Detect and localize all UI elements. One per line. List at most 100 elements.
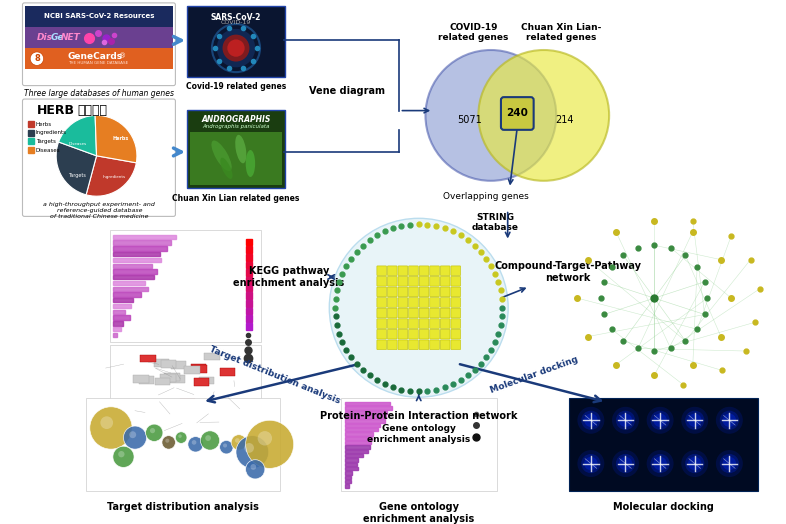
FancyBboxPatch shape: [419, 266, 429, 276]
Circle shape: [90, 407, 132, 449]
Circle shape: [688, 457, 701, 470]
FancyBboxPatch shape: [419, 298, 429, 307]
Bar: [28, 121, 34, 127]
FancyBboxPatch shape: [440, 330, 450, 339]
Circle shape: [722, 413, 736, 427]
Circle shape: [236, 435, 269, 468]
Bar: [345, 476, 351, 479]
Bar: [245, 300, 252, 307]
FancyBboxPatch shape: [501, 97, 534, 130]
FancyBboxPatch shape: [387, 308, 397, 318]
Bar: [190, 427, 206, 434]
FancyBboxPatch shape: [23, 99, 175, 216]
Bar: [28, 130, 34, 136]
FancyBboxPatch shape: [419, 330, 429, 339]
Bar: [134, 417, 149, 424]
FancyBboxPatch shape: [376, 319, 387, 329]
Circle shape: [685, 454, 704, 473]
Text: Diseases: Diseases: [36, 148, 61, 152]
Bar: [213, 428, 228, 435]
Bar: [173, 415, 188, 423]
Text: NET: NET: [61, 33, 81, 42]
Circle shape: [258, 431, 272, 445]
Bar: [245, 277, 252, 283]
Bar: [196, 423, 211, 431]
Circle shape: [244, 443, 254, 453]
FancyBboxPatch shape: [387, 277, 397, 286]
FancyBboxPatch shape: [398, 287, 408, 297]
Bar: [245, 246, 252, 253]
Text: THE HUMAN GENE DATABASE: THE HUMAN GENE DATABASE: [68, 60, 128, 64]
FancyBboxPatch shape: [430, 277, 439, 286]
Bar: [345, 467, 358, 470]
Bar: [345, 463, 357, 466]
FancyBboxPatch shape: [398, 266, 408, 276]
FancyBboxPatch shape: [419, 277, 429, 286]
Bar: [171, 361, 186, 369]
Bar: [204, 353, 220, 361]
Bar: [164, 373, 180, 381]
Ellipse shape: [425, 50, 556, 181]
FancyBboxPatch shape: [451, 298, 461, 307]
Circle shape: [178, 434, 182, 438]
Text: Ge: Ge: [50, 33, 64, 42]
FancyBboxPatch shape: [430, 298, 439, 307]
FancyBboxPatch shape: [430, 308, 439, 318]
Text: Molecular docking: Molecular docking: [613, 502, 714, 512]
FancyBboxPatch shape: [430, 266, 439, 276]
Text: SARS-CoV-2: SARS-CoV-2: [211, 13, 261, 21]
Bar: [28, 147, 34, 153]
Bar: [245, 308, 252, 314]
Bar: [345, 471, 352, 475]
Bar: [245, 285, 252, 291]
Circle shape: [251, 464, 256, 470]
Bar: [245, 269, 252, 276]
FancyBboxPatch shape: [440, 308, 450, 318]
FancyBboxPatch shape: [451, 287, 461, 297]
Bar: [113, 310, 133, 314]
FancyBboxPatch shape: [409, 330, 418, 339]
Ellipse shape: [211, 140, 232, 171]
Ellipse shape: [246, 150, 255, 177]
Circle shape: [582, 454, 601, 473]
Bar: [239, 414, 255, 422]
Circle shape: [227, 39, 244, 57]
FancyBboxPatch shape: [419, 340, 429, 350]
Bar: [345, 484, 350, 488]
Circle shape: [651, 411, 670, 430]
Text: COVID-19: COVID-19: [221, 20, 252, 25]
FancyBboxPatch shape: [409, 277, 418, 286]
FancyBboxPatch shape: [376, 287, 387, 297]
Bar: [113, 292, 139, 297]
Circle shape: [653, 413, 667, 427]
Bar: [345, 480, 351, 483]
Circle shape: [681, 450, 708, 477]
Circle shape: [129, 431, 136, 438]
Text: Diseases: Diseases: [68, 142, 86, 146]
Circle shape: [162, 435, 175, 449]
Bar: [180, 399, 196, 407]
Text: 214: 214: [556, 115, 574, 125]
Text: Andrographis paniculata: Andrographis paniculata: [202, 124, 270, 129]
FancyBboxPatch shape: [440, 266, 450, 276]
Text: Gene ontology
enrichment analysis: Gene ontology enrichment analysis: [363, 502, 474, 523]
FancyBboxPatch shape: [569, 398, 758, 492]
Bar: [113, 275, 146, 279]
Wedge shape: [59, 115, 97, 156]
Bar: [113, 258, 165, 262]
FancyBboxPatch shape: [398, 308, 408, 318]
FancyBboxPatch shape: [25, 48, 172, 69]
Text: Compound-Target-Pathway
network: Compound-Target-Pathway network: [494, 261, 641, 283]
FancyBboxPatch shape: [398, 319, 408, 329]
Circle shape: [685, 411, 704, 430]
Bar: [116, 418, 132, 425]
Text: Herbs: Herbs: [36, 122, 52, 127]
Circle shape: [245, 460, 265, 479]
Bar: [163, 429, 178, 436]
Circle shape: [118, 451, 124, 457]
Bar: [245, 323, 252, 330]
Text: Chuan Xin Lian related genes: Chuan Xin Lian related genes: [172, 194, 299, 203]
Bar: [113, 246, 170, 250]
Circle shape: [231, 435, 247, 450]
Bar: [113, 281, 150, 285]
